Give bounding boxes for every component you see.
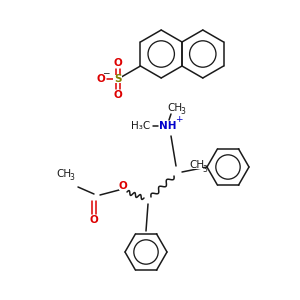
Bar xyxy=(119,182,127,190)
Bar xyxy=(113,75,122,83)
Text: CH: CH xyxy=(56,169,72,179)
Bar xyxy=(169,103,181,112)
Text: H₃C: H₃C xyxy=(131,121,151,131)
Text: S: S xyxy=(114,74,122,84)
Text: −: − xyxy=(102,68,110,77)
Bar xyxy=(161,122,175,130)
Bar xyxy=(132,122,150,130)
Text: CH: CH xyxy=(167,103,183,113)
Bar xyxy=(113,91,122,99)
Text: O: O xyxy=(118,181,127,191)
Bar xyxy=(96,75,105,83)
Bar xyxy=(90,216,98,224)
Text: O: O xyxy=(113,58,122,68)
Text: 3: 3 xyxy=(202,164,207,173)
Text: CH: CH xyxy=(189,160,205,170)
Text: 3: 3 xyxy=(181,107,185,116)
Text: NH: NH xyxy=(159,121,177,131)
Bar xyxy=(113,59,122,67)
Text: +: + xyxy=(175,116,183,124)
Text: O: O xyxy=(97,74,105,84)
Text: 3: 3 xyxy=(70,173,74,182)
Bar xyxy=(58,169,70,178)
Text: O: O xyxy=(113,90,122,100)
Text: O: O xyxy=(90,215,98,225)
Bar xyxy=(191,161,203,169)
